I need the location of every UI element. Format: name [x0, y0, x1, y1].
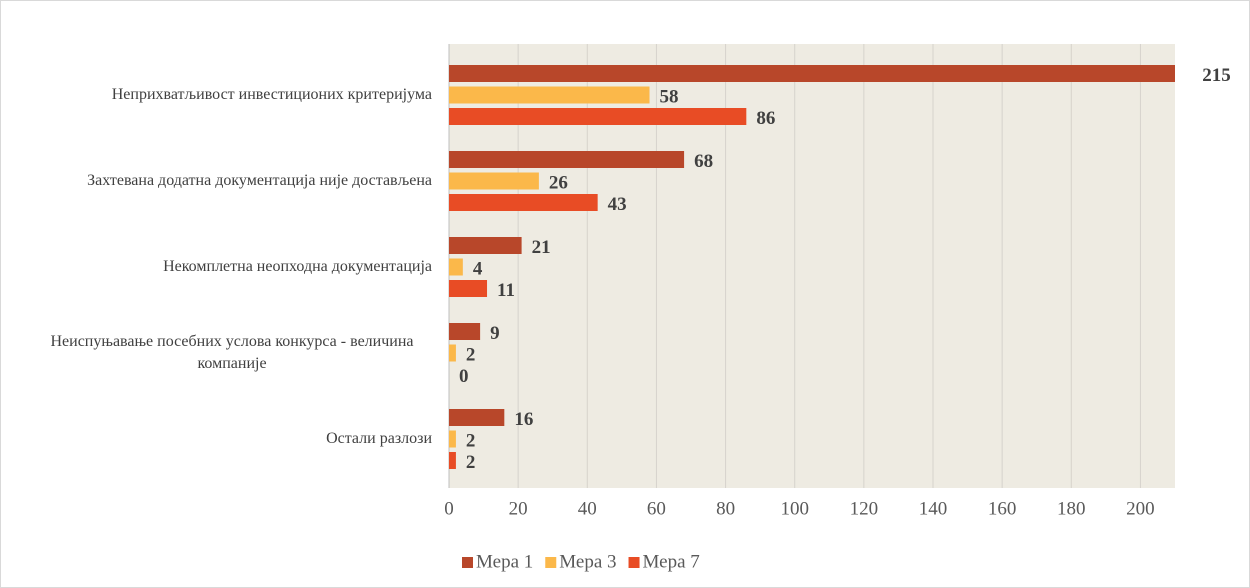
data-label: 11: [497, 280, 515, 301]
bar: [449, 194, 598, 211]
bar: [449, 344, 456, 362]
x-tick-label: 20: [509, 498, 528, 519]
x-tick-label: 40: [578, 498, 597, 519]
data-label: 2: [466, 452, 476, 473]
category-label: Неиспуњавање посебних услова конкурса - …: [12, 331, 432, 375]
x-tick-label: 180: [1057, 498, 1086, 519]
bar: [449, 86, 650, 104]
category-label: Некомплетна неопходна документација: [12, 256, 432, 278]
data-label: 68: [694, 151, 713, 172]
category-text: Некомплетна неопходна документација: [163, 258, 432, 275]
legend-label: Мера 3: [559, 551, 616, 572]
category-text: Захтевана додатна документација није дос…: [87, 172, 432, 189]
data-label: 2: [466, 344, 476, 365]
data-label: 86: [756, 108, 775, 129]
data-label: 43: [608, 194, 627, 215]
data-label: 0: [459, 366, 469, 387]
x-tick-label: 0: [444, 498, 454, 519]
data-label: 215: [1202, 65, 1231, 86]
x-tick-label: 100: [780, 498, 809, 519]
data-label: 2: [466, 430, 476, 451]
bar: [449, 258, 463, 276]
data-label: 9: [490, 323, 500, 344]
data-label: 4: [473, 258, 483, 279]
data-label: 16: [514, 409, 533, 430]
bar: [449, 430, 456, 448]
x-tick-label: 60: [647, 498, 666, 519]
x-tick-label: 200: [1126, 498, 1155, 519]
x-tick-label: 80: [716, 498, 735, 519]
x-tick-label: 120: [850, 498, 879, 519]
bar: [449, 108, 747, 125]
bar: [449, 409, 505, 426]
data-label: 58: [660, 86, 679, 107]
bar: [449, 65, 1175, 82]
legend-label: Мера 7: [643, 551, 700, 572]
legend-swatch: [545, 557, 557, 568]
bar: [449, 172, 539, 190]
category-text: Неиспуњавање посебних услова конкурса - …: [50, 333, 414, 372]
category-label: Захтевана додатна документација није дос…: [12, 170, 432, 192]
category-text: Неприхватљивост инвестиционих критеријум…: [111, 86, 432, 103]
data-label: 26: [549, 172, 568, 193]
bar: [449, 452, 456, 469]
x-tick-label: 140: [919, 498, 948, 519]
bars: [449, 65, 1175, 469]
bar: [449, 151, 685, 168]
x-tick-label: 160: [988, 498, 1017, 519]
data-label: 21: [532, 237, 551, 258]
legend-swatch: [628, 557, 640, 568]
category-text: Остали разлози: [326, 430, 432, 447]
legend-label: Мера 1: [476, 551, 533, 572]
category-label: Неприхватљивост инвестиционих критеријум…: [12, 84, 432, 106]
category-label: Остали разлози: [12, 428, 432, 450]
bar: [449, 280, 488, 297]
bar: [449, 237, 522, 254]
legend-swatch: [462, 557, 473, 568]
bar: [449, 323, 481, 340]
